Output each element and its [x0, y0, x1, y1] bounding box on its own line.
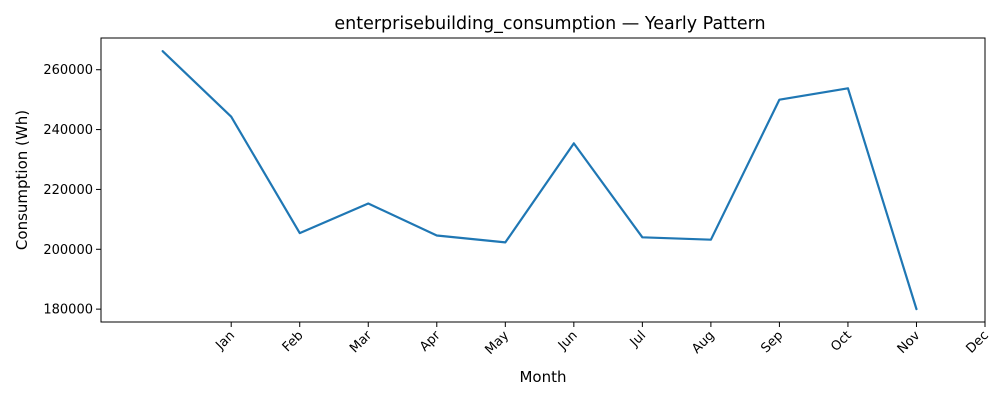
- plot-frame: [100, 37, 986, 323]
- y-axis-ticks: 180000 200000 220000 240000 260000: [43, 63, 101, 318]
- y-tick-label: 180000: [43, 303, 93, 318]
- series-line: [161, 50, 918, 311]
- y-tick-label: 240000: [43, 123, 93, 138]
- y-tick-label: 260000: [43, 63, 93, 78]
- y-axis-label: Consumption (Wh): [13, 110, 31, 250]
- y-tick-label: 200000: [43, 243, 93, 258]
- x-axis-label: Month: [519, 368, 566, 386]
- chart-title: enterprisebuilding_consumption — Yearly …: [334, 14, 765, 34]
- y-tick-label: 220000: [43, 183, 93, 198]
